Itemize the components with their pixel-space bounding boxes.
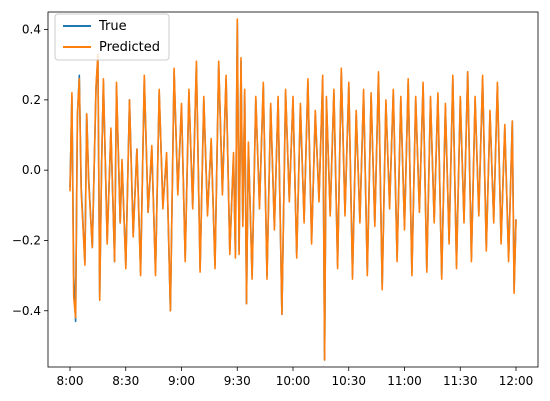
y-tick-label: 0.4	[22, 23, 41, 37]
x-tick-label: 12:00	[499, 374, 534, 388]
x-tick-label: 11:00	[387, 374, 422, 388]
x-tick-label: 9:30	[224, 374, 251, 388]
x-tick-label: 11:30	[443, 374, 478, 388]
axes-layer: 0.4 0.2 0.0 −0.2 −0.4 8:00 8:30 9:00 9:30 10:00 10…	[12, 23, 533, 388]
plot-frame	[47, 11, 539, 368]
x-tick-label: 8:00	[57, 374, 84, 388]
y-tick-label: −0.4	[12, 304, 41, 318]
y-tick-label: 0.0	[22, 163, 41, 177]
y-tick-label: −0.2	[12, 233, 41, 247]
legend: True Predicted	[54, 13, 170, 61]
series-layer	[69, 18, 517, 361]
x-tick-label: 9:00	[168, 374, 195, 388]
series-line-predicted	[69, 18, 517, 361]
x-tick-label: 8:30	[112, 374, 139, 388]
x-tick-label: 10:00	[276, 374, 311, 388]
legend-label-predicted: Predicted	[99, 40, 160, 55]
x-tick-label: 10:30	[331, 374, 366, 388]
legend-label-true: True	[98, 19, 127, 34]
y-tick-label: 0.2	[22, 93, 41, 107]
